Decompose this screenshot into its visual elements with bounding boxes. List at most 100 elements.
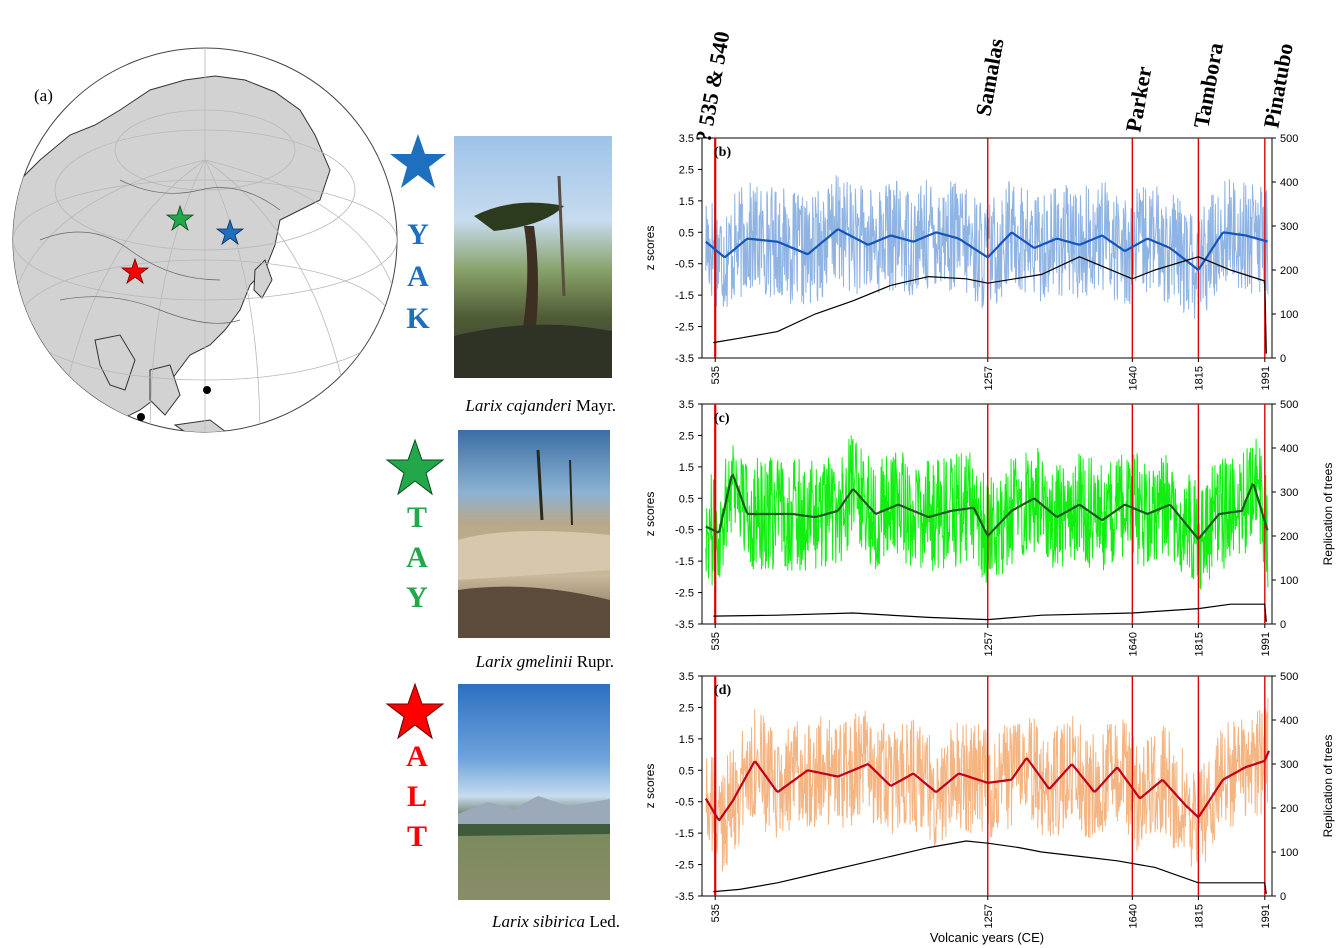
alt-letter-2: L [406, 780, 427, 813]
y-tick-label: 1.5 [679, 734, 694, 746]
y-tick-label: -1.5 [675, 556, 694, 568]
y-tick-label: -2.5 [675, 322, 694, 334]
x-tick-label: 1815 [1193, 632, 1205, 656]
x-tick-label: 1257 [983, 904, 995, 928]
y2-tick-label: 300 [1280, 759, 1298, 771]
y-tick-label: 0.5 [679, 227, 694, 239]
panel-label: (b) [714, 145, 731, 160]
y-tick-label: -3.5 [675, 619, 694, 631]
chart-panel-d: 3.5 2.5 1.5 0.5 -0.5 -1.5 -2.5 -3.5 500 400 300 200… [643, 671, 1335, 945]
caption-larix-cajanderi: Larix cajanderi Mayr. [420, 396, 616, 416]
y-tick-label: -3.5 [675, 353, 694, 365]
alt-letter-3: T [406, 820, 427, 853]
volcano-marker [203, 386, 211, 394]
y-tick-label: -1.5 [675, 290, 694, 302]
replication-line [713, 840, 1267, 894]
tay-letter-2: A [406, 541, 428, 574]
y-tick-label: -0.5 [675, 525, 694, 537]
y2-tick-label: 300 [1280, 221, 1298, 233]
y-tick-label: 0.5 [679, 493, 694, 505]
replication-line [713, 603, 1267, 622]
x-tick-label: 1640 [1127, 366, 1139, 390]
tay-letter-1: T [406, 501, 427, 534]
y-tick-label: -0.5 [675, 259, 694, 271]
x-tick-label: 1257 [983, 366, 995, 390]
tay-letter-3: Y [406, 581, 428, 614]
x-tick-label: 535 [710, 904, 722, 922]
plot-frame [701, 403, 1273, 625]
y-tick-label: 0.5 [679, 765, 694, 777]
y-tick-label: -1.5 [675, 828, 694, 840]
y2-tick-label: 400 [1280, 177, 1298, 189]
globe-panel: (a) [0, 40, 400, 460]
y-tick-label: 2.5 [679, 430, 694, 442]
y-axis-label: z scores [643, 226, 657, 271]
species-name: Larix sibirica [492, 912, 586, 931]
caption-larix-sibirica: Larix sibirica Led. [420, 912, 620, 932]
volcano-label-pinatubo: Pinatubo [1258, 41, 1298, 130]
panel-label: (c) [714, 411, 730, 426]
y-tick-label: 3.5 [679, 133, 694, 145]
x-tick-label: 535 [710, 632, 722, 650]
landmass [13, 48, 397, 432]
y2-tick-label: 200 [1280, 803, 1298, 815]
species-authority: Rupr. [576, 652, 614, 671]
y-tick-label: 1.5 [679, 196, 694, 208]
y-tick-label: 3.5 [679, 671, 694, 683]
yak-letter-2: A [407, 260, 429, 293]
y-tick-label: 2.5 [679, 164, 694, 176]
y2-tick-label: 0 [1280, 891, 1286, 903]
yak-letter-1: Y [407, 218, 429, 251]
y2-tick-label: 100 [1280, 847, 1298, 859]
y-axis-label: z scores [643, 492, 657, 537]
species-name: Larix gmelinii [475, 652, 573, 671]
y-tick-label: -2.5 [675, 860, 694, 872]
volcano-label-tambora: Tambora [1188, 40, 1228, 130]
species-authority: Mayr. [575, 396, 616, 415]
x-tick-label: 1991 [1260, 904, 1272, 928]
volcano-marker [137, 413, 145, 421]
x-tick-label: 1991 [1260, 632, 1272, 656]
alt-star-icon [385, 682, 445, 740]
raw-series-line [705, 435, 1269, 590]
chart-panel-b: 3.5 2.5 1.5 0.5 -0.5 -1.5 -2.5 -3.5 500 400 300 200… [643, 133, 1298, 390]
globe-map [12, 47, 398, 433]
x-tick-label: 1815 [1193, 904, 1205, 928]
globe-panel-label: (a) [34, 86, 53, 105]
smoothed-series-line [705, 473, 1269, 541]
y2-tick-label: 400 [1280, 443, 1298, 455]
y-tick-label: -3.5 [675, 891, 694, 903]
x-tick-label: 1640 [1127, 904, 1139, 928]
y-tick-label: 2.5 [679, 702, 694, 714]
x-tick-label: 1640 [1127, 632, 1139, 656]
yak-star-icon [390, 134, 446, 188]
plot-frame [701, 675, 1273, 897]
y2-tick-label: 400 [1280, 715, 1298, 727]
y2-tick-label: 200 [1280, 265, 1298, 277]
raw-series-line [705, 698, 1269, 872]
volcano-label-samalas: Samalas [970, 36, 1009, 118]
photo-larix-gmelinii [458, 430, 610, 638]
y2-tick-label: 500 [1280, 133, 1298, 145]
x-tick-label: 1257 [983, 632, 995, 656]
panel-label: (d) [714, 683, 731, 698]
y-tick-label: 3.5 [679, 399, 694, 411]
x-tick-label: 1815 [1193, 366, 1205, 390]
x-tick-label: 1991 [1260, 366, 1272, 390]
y2-tick-label: 0 [1280, 353, 1286, 365]
y-tick-label: -2.5 [675, 588, 694, 600]
y2-tick-label: 100 [1280, 575, 1298, 587]
y2-tick-label: 300 [1280, 487, 1298, 499]
site-star-tay [165, 204, 195, 232]
chart-panel-c: 3.5 2.5 1.5 0.5 -0.5 -1.5 -2.5 -3.5 500 400 300 200… [643, 399, 1335, 656]
site-star-alt [120, 257, 150, 285]
y2-axis-label: Replication of trees [1321, 463, 1335, 566]
y-tick-label: -0.5 [675, 797, 694, 809]
y2-tick-label: 500 [1280, 399, 1298, 411]
species-authority: Led. [589, 912, 620, 931]
volcano-label-parker: Parker [1120, 64, 1157, 134]
smoothed-series-line [705, 228, 1268, 272]
smoothed-series-line [704, 750, 1271, 822]
site-star-yak [215, 218, 245, 246]
photo-larix-cajanderi [454, 136, 612, 378]
